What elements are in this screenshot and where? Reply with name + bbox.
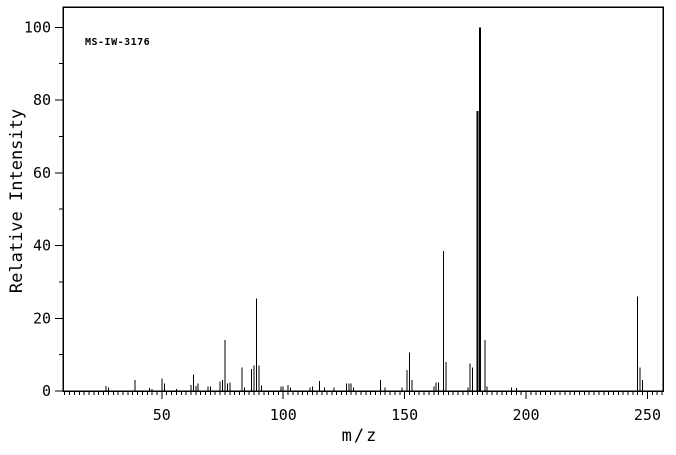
y-axis-ticks [55,26,63,392]
x-tick-label-150: 150 [391,406,418,424]
y-tick-label-80: 80 [33,91,51,109]
y-tick-label-40: 40 [33,237,51,255]
y-tick-label-100: 100 [24,18,51,36]
x-tick-label-50: 50 [153,406,171,424]
y-axis-title: Relative Intensity [7,109,27,293]
plot-frame [62,6,664,392]
y-axis-tick-labels: 0 20 40 60 80 100 [24,18,51,400]
x-axis-title: m/z [342,426,379,446]
x-tick-label-100: 100 [270,406,297,424]
spectrum-id-label: MS-IW-3176 [85,37,150,48]
y-tick-label-60: 60 [33,164,51,182]
y-tick-label-0: 0 [42,382,51,400]
x-tick-label-200: 200 [513,406,540,424]
x-tick-label-250: 250 [634,406,661,424]
y-tick-label-20: 20 [33,309,51,327]
x-axis-tick-labels: 50 100 150 200 250 [153,406,661,424]
spectrum-peaks [105,27,644,391]
x-axis-ticks [64,391,663,399]
